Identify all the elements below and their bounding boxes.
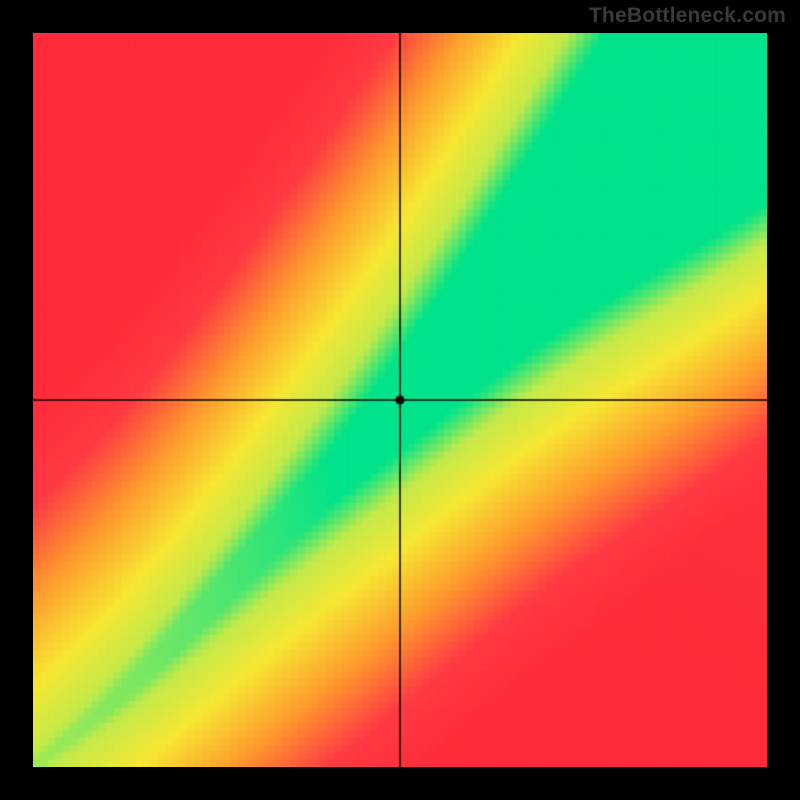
bottleneck-heatmap xyxy=(33,33,767,767)
chart-container: { "attribution": "TheBottleneck.com", "c… xyxy=(0,0,800,800)
attribution-text: TheBottleneck.com xyxy=(589,4,786,28)
